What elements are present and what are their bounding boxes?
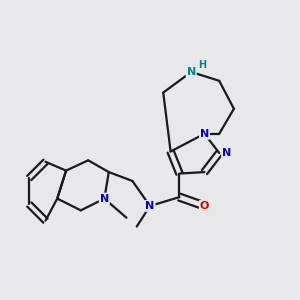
Text: N: N: [146, 201, 154, 211]
Text: N: N: [187, 67, 196, 77]
Text: N: N: [222, 148, 231, 158]
Text: N: N: [100, 194, 109, 204]
Text: O: O: [200, 201, 209, 211]
Text: H: H: [198, 60, 206, 70]
Text: N: N: [200, 129, 209, 139]
